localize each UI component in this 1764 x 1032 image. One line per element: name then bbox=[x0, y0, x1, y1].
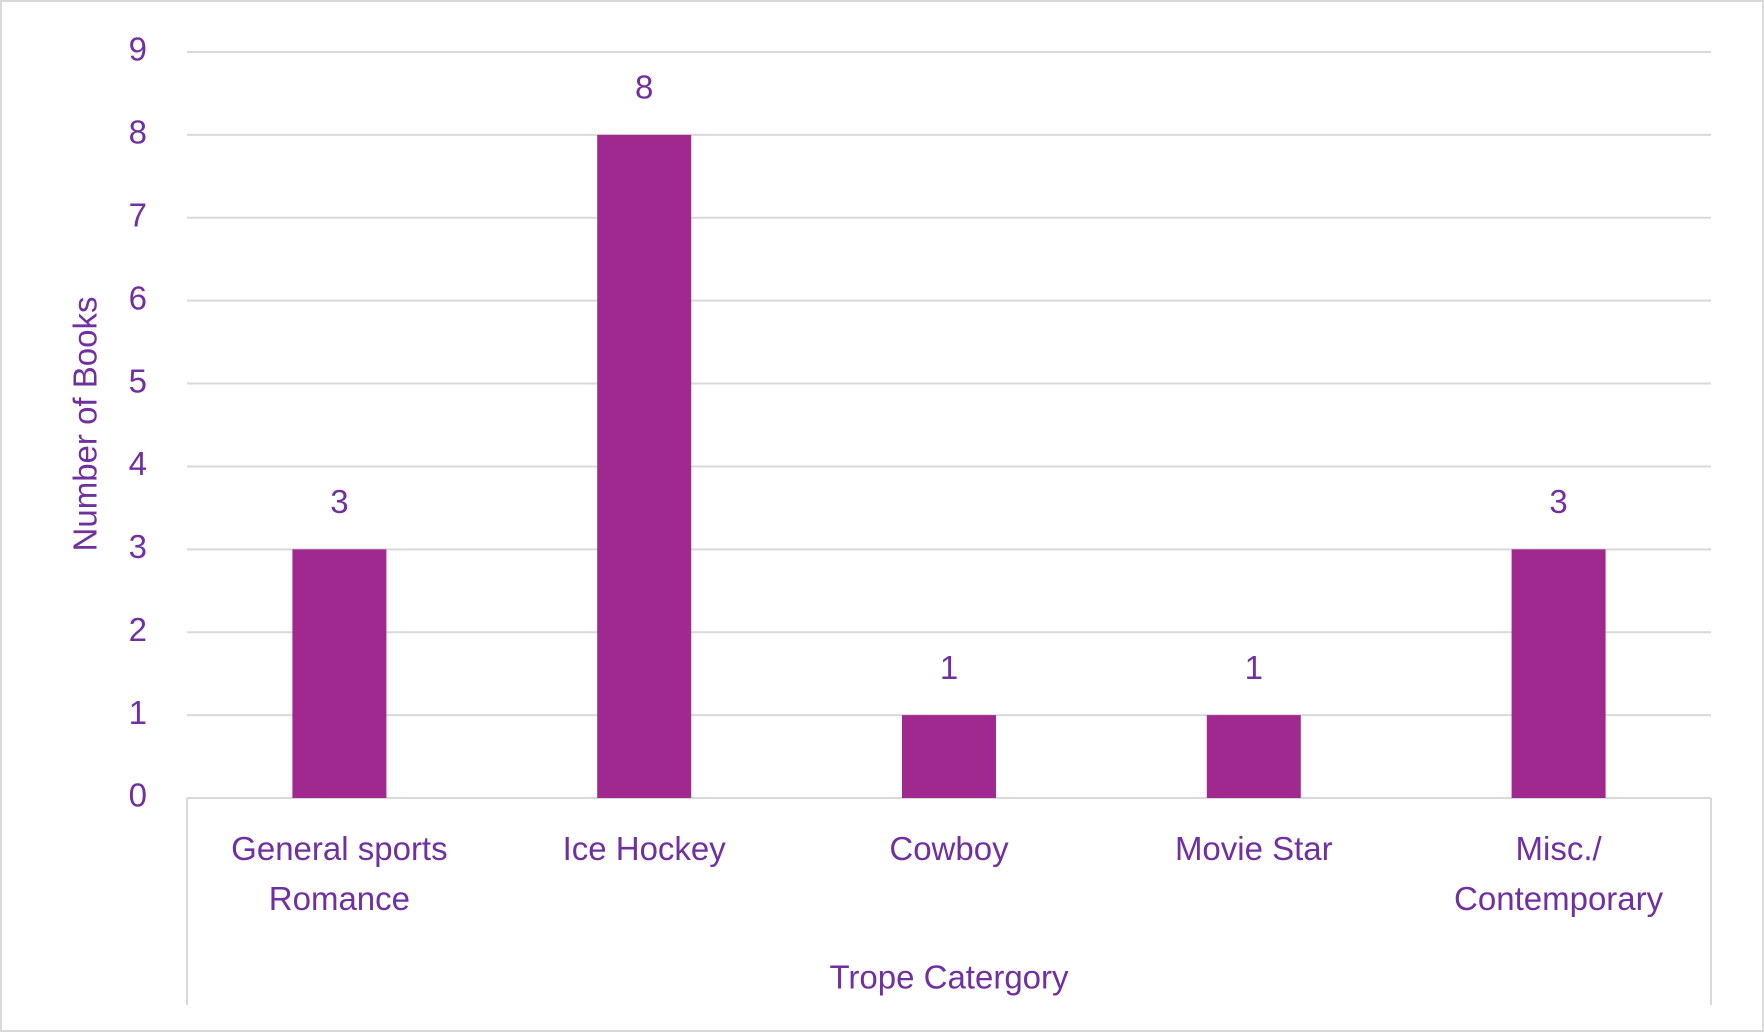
y-tick-label: 2 bbox=[129, 611, 147, 648]
bar bbox=[902, 715, 996, 798]
bar bbox=[1206, 715, 1301, 798]
data-label: 8 bbox=[635, 69, 653, 106]
data-label: 1 bbox=[1245, 649, 1263, 686]
y-tick-label: 7 bbox=[129, 196, 147, 233]
x-tick-label: Movie Star bbox=[1174, 830, 1333, 867]
y-tick-label: 4 bbox=[129, 445, 147, 482]
y-tick-label: 0 bbox=[129, 777, 147, 814]
x-axis-title: Trope Catergory bbox=[829, 959, 1069, 996]
x-tick-label: General sports Romance bbox=[231, 830, 448, 917]
data-label: 3 bbox=[330, 483, 348, 520]
y-tick-label: 3 bbox=[129, 528, 147, 565]
y-axis-title: Number of Books bbox=[67, 297, 104, 552]
x-tick-label: Ice Hockey bbox=[562, 830, 726, 867]
x-tick-label: Cowboy bbox=[889, 830, 1009, 867]
data-label: 1 bbox=[940, 649, 958, 686]
bar bbox=[1511, 549, 1606, 798]
data-label: 3 bbox=[1549, 483, 1567, 520]
bar bbox=[597, 134, 692, 798]
y-tick-label: 8 bbox=[129, 114, 147, 151]
y-tick-label: 9 bbox=[129, 31, 147, 68]
y-tick-label: 1 bbox=[129, 694, 147, 731]
bar bbox=[292, 549, 387, 798]
y-tick-label: 5 bbox=[129, 362, 147, 399]
y-tick-label: 6 bbox=[129, 279, 147, 316]
x-tick-label: Misc./ Contemporary bbox=[1454, 830, 1664, 917]
